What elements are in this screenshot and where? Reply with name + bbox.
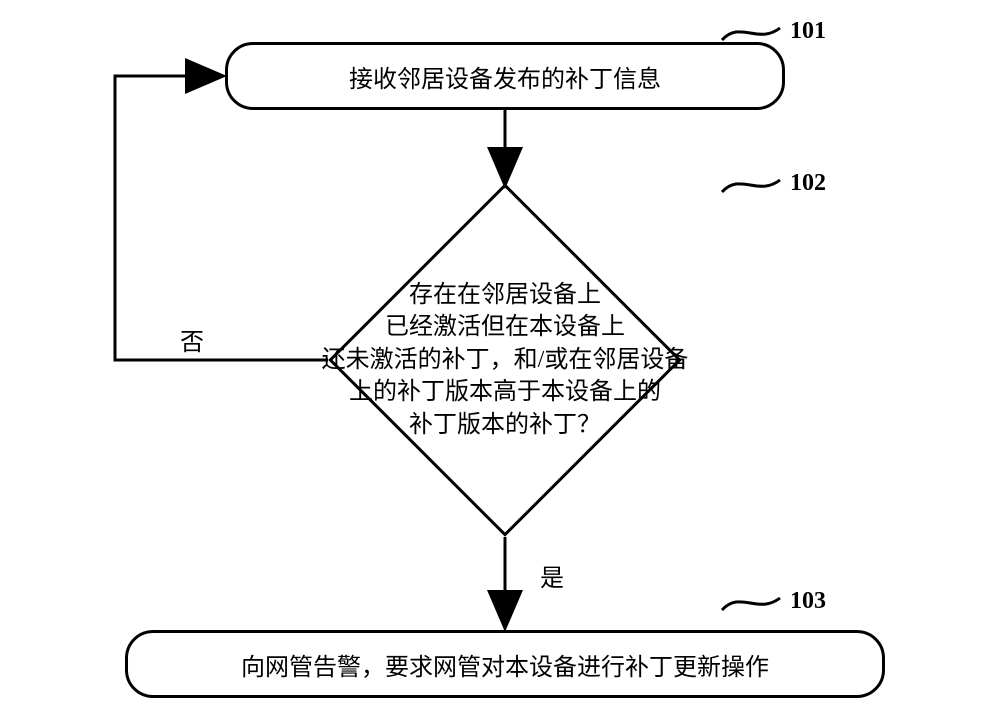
node-101-text: 接收邻居设备发布的补丁信息 xyxy=(349,59,661,94)
node-101: 接收邻居设备发布的补丁信息 xyxy=(225,42,785,110)
squiggle-101 xyxy=(722,28,780,40)
node-101-label: 101 xyxy=(790,18,826,45)
node-103: 向网管告警，要求网管对本设备进行补丁更新操作 xyxy=(125,630,885,698)
edge-label-no: 否 xyxy=(180,322,204,357)
node-103-label: 103 xyxy=(790,588,826,615)
node-102-text: 存在在邻居设备上 已经激活但在本设备上 还未激活的补丁，和/或在邻居设备 上的补… xyxy=(322,279,689,441)
node-103-text: 向网管告警，要求网管对本设备进行补丁更新操作 xyxy=(241,647,769,682)
squiggle-102 xyxy=(722,180,780,192)
squiggle-103 xyxy=(722,598,780,610)
node-102-textwrap: 存在在邻居设备上 已经激活但在本设备上 还未激活的补丁，和/或在邻居设备 上的补… xyxy=(295,260,715,460)
node-102-label: 102 xyxy=(790,170,826,197)
edge-label-yes: 是 xyxy=(540,558,564,593)
